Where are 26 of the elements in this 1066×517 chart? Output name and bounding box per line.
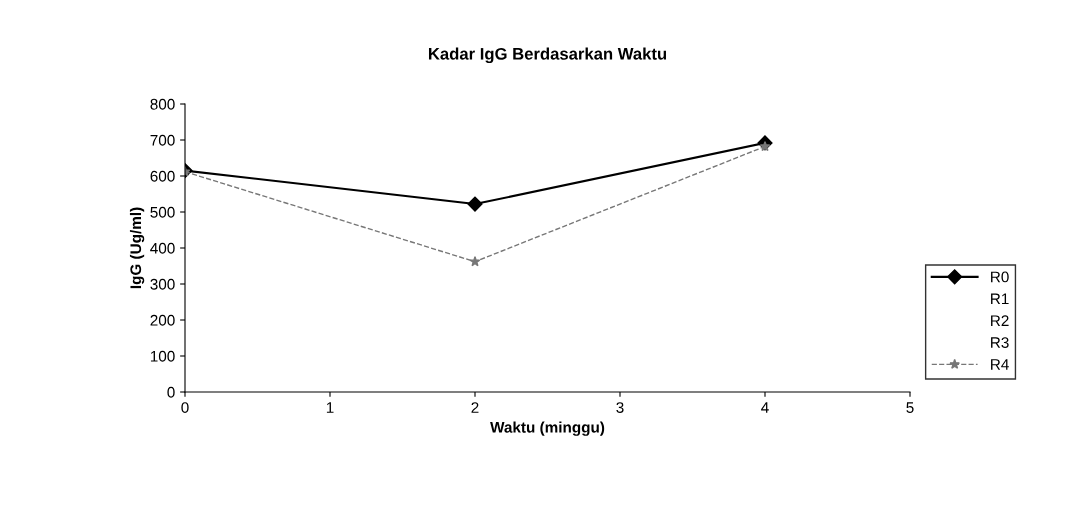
chart-title: Kadar IgG Berdasarkan Waktu xyxy=(428,47,667,64)
x-tick-label: 5 xyxy=(906,402,914,413)
x-tick-label: 2 xyxy=(471,402,479,413)
x-tick-label: 3 xyxy=(616,402,624,413)
x-tick-label: 0 xyxy=(181,402,189,413)
point xyxy=(469,256,481,267)
text: R1 xyxy=(991,293,1009,305)
y-tick-label: 100 xyxy=(150,350,175,362)
x-axis-title: Waktu (minggu) xyxy=(490,421,605,436)
legend-label: R4 xyxy=(991,359,1009,370)
y-tick-label: 0 xyxy=(167,386,175,398)
text: R3 xyxy=(991,337,1009,348)
legend-label: R0 xyxy=(991,271,1009,283)
point xyxy=(759,140,771,152)
text: R2 xyxy=(991,315,1009,326)
y-tick-label: 800 xyxy=(150,98,175,110)
y-tick-label: 400 xyxy=(150,242,175,254)
point xyxy=(467,196,483,212)
x-tick-label: 1 xyxy=(326,402,334,413)
y-tick-label: 700 xyxy=(150,134,175,146)
y-axis-title: IgG (Ug/ml) xyxy=(129,207,145,289)
y-tick-label: 500 xyxy=(150,206,175,218)
x-tick-label: 4 xyxy=(761,402,769,413)
y-tick-label: 200 xyxy=(150,314,175,326)
y-tick-label: 600 xyxy=(150,170,175,182)
y-tick-label: 300 xyxy=(150,278,175,290)
